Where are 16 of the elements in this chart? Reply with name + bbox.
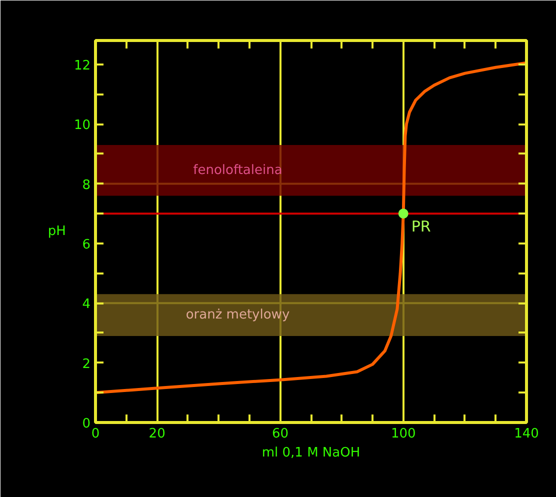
y-tick-label: 8 [82,178,91,193]
y-axis-title: pH [48,224,66,239]
x-axis-title: ml 0,1 M NaOH [262,446,360,460]
x-tick-label: 100 [390,426,416,442]
annotation: PR [411,218,431,236]
band-label: oranż metylowy [186,308,290,323]
y-tick-label: 10 [74,118,91,134]
band-label: fenoloftaleina [193,162,282,178]
y-tick-label: 6 [82,237,91,252]
y-tick-label: 12 [74,58,91,74]
x-tick-label: 20 [148,426,166,442]
y-tick-label: 0 [82,416,91,432]
x-tick-label: 60 [272,426,288,442]
y-tick-label: 4 [82,297,91,312]
x-tick-label: 140 [514,426,539,442]
y-tick-label: 2 [82,356,91,372]
